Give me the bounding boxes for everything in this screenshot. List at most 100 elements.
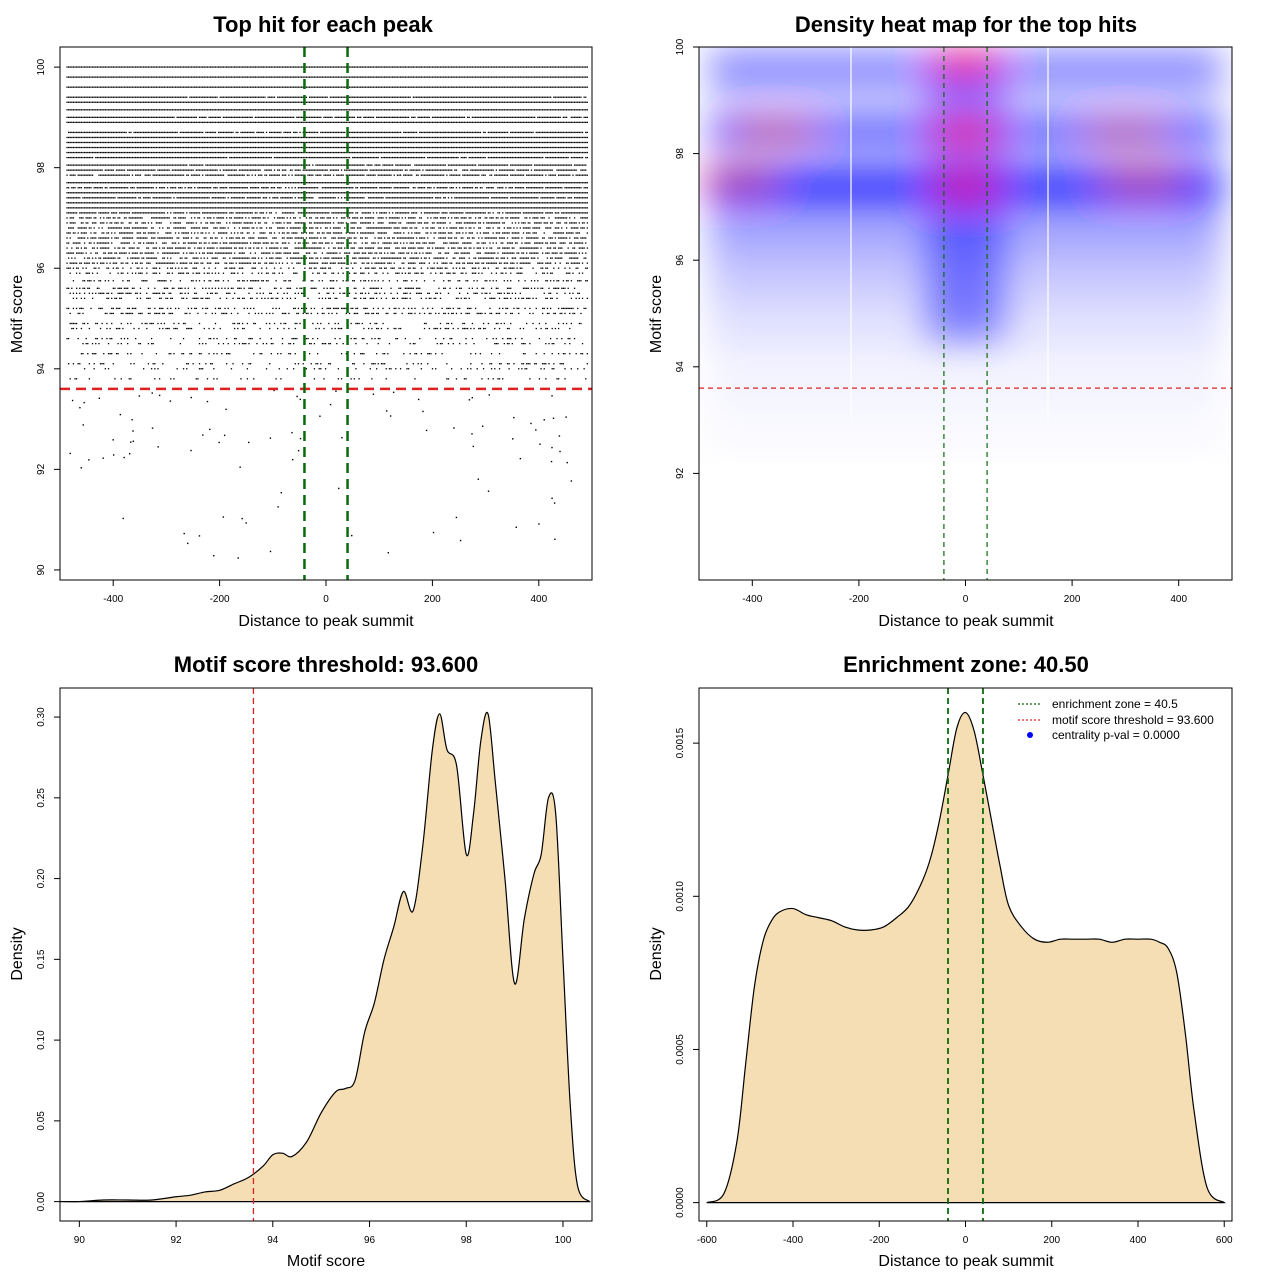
scatter-point <box>179 151 181 154</box>
scatter-point <box>457 101 459 103</box>
scatter-point <box>473 156 475 159</box>
scatter-point <box>449 86 451 88</box>
scatter-point <box>128 121 130 124</box>
scatter-point <box>454 151 456 154</box>
scatter-point <box>439 151 442 154</box>
scatter-point <box>133 151 135 154</box>
scatter-point <box>326 86 328 88</box>
scatter-point <box>190 109 193 111</box>
scatter-point <box>106 109 108 111</box>
scatter-point <box>463 76 466 78</box>
scatter-point <box>155 86 158 88</box>
scatter-point <box>283 156 285 159</box>
scatter-point <box>296 164 298 166</box>
scatter-point <box>241 156 244 159</box>
scatter-point <box>114 86 116 88</box>
scatter-point <box>171 116 174 118</box>
scatter-point <box>146 109 148 111</box>
scatter-point <box>251 86 253 88</box>
scatter-point <box>69 151 71 154</box>
scatter-point <box>141 164 143 166</box>
scatter-point <box>433 76 435 78</box>
scatter-point <box>337 116 340 118</box>
scatter-point <box>146 101 148 103</box>
scatter-point <box>377 96 379 98</box>
scatter-point <box>476 136 478 139</box>
scatter-point <box>320 169 322 171</box>
scatter-point <box>581 76 584 78</box>
scatter-point <box>369 86 371 88</box>
scatter-point <box>569 164 571 166</box>
scatter-point <box>249 156 252 159</box>
scatter-point <box>554 164 557 166</box>
scatter-point <box>197 101 199 103</box>
scatter-point <box>205 109 207 111</box>
scatter-point <box>206 164 209 166</box>
scatter-point <box>285 116 287 118</box>
scatter-point <box>425 66 427 68</box>
scatter-point <box>331 101 333 103</box>
scatter-point <box>340 164 343 166</box>
scatter-point <box>532 141 534 144</box>
scatter-point <box>399 164 402 166</box>
scatter-point <box>186 101 188 103</box>
scatter-point <box>371 151 373 154</box>
scatter-point <box>315 169 317 171</box>
scatter-point <box>516 96 518 98</box>
scatter-point <box>380 156 383 159</box>
scatter-point <box>96 164 99 166</box>
scatter-point <box>273 101 276 103</box>
scatter-point <box>383 109 386 111</box>
scatter-point <box>251 96 253 98</box>
scatter-point <box>324 101 327 103</box>
scatter-point <box>321 121 324 124</box>
scatter-point <box>114 121 116 124</box>
scatter-point <box>562 136 565 139</box>
scatter-point <box>549 109 552 111</box>
scatter-point <box>583 101 585 103</box>
scatter-point <box>353 86 355 88</box>
scatter-point <box>119 116 121 118</box>
scatter-point <box>534 109 536 111</box>
scatter-point <box>412 141 415 144</box>
scatter-point <box>174 96 177 98</box>
scatter-point <box>527 151 529 154</box>
scatter-point <box>478 66 480 68</box>
scatter-point <box>489 101 491 103</box>
scatter-point <box>293 156 295 159</box>
scatter-point <box>316 76 319 78</box>
scatter-point <box>328 156 330 159</box>
scatter-point <box>243 131 245 134</box>
scatter-point <box>96 131 99 134</box>
scatter-point <box>315 66 317 68</box>
scatter-point <box>316 116 319 118</box>
scatter-point <box>529 76 531 78</box>
scatter-point <box>286 86 288 88</box>
scatter-point <box>83 101 86 103</box>
scatter-point <box>446 101 448 103</box>
scatter-point <box>272 121 274 124</box>
scatter-point <box>99 131 102 134</box>
scatter-point <box>435 151 437 154</box>
scatter-point <box>401 151 403 154</box>
scatter-point <box>561 156 563 159</box>
scatter-point <box>371 141 373 144</box>
scatter-point <box>503 136 505 139</box>
scatter-point <box>358 96 360 98</box>
scatter-point <box>366 101 368 103</box>
scatter-point <box>254 151 257 154</box>
scatter-point <box>369 151 371 154</box>
scatter-point <box>482 164 485 166</box>
scatter-point <box>214 86 217 88</box>
scatter-point <box>74 136 76 139</box>
scatter-point <box>564 146 566 149</box>
scatter-point <box>79 101 81 103</box>
scatter-point <box>336 156 338 159</box>
scatter-point <box>383 164 386 166</box>
scatter-point <box>443 101 445 103</box>
scatter-point <box>565 76 568 78</box>
scatter-point <box>543 76 545 78</box>
scatter-point <box>312 156 314 159</box>
scatter-point <box>305 66 308 68</box>
scatter-point <box>162 116 164 118</box>
